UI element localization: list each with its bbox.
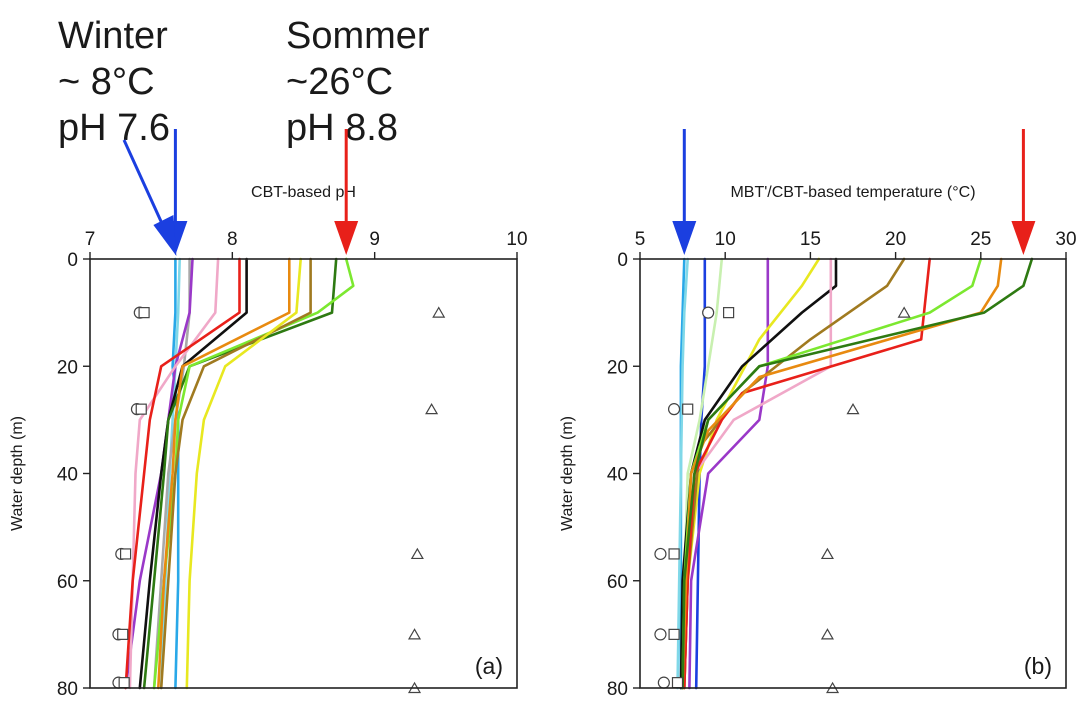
panel-b-series-line xyxy=(681,257,724,690)
winter-annotation-arrow-head xyxy=(153,215,177,256)
panel-a-y-tick-label: 60 xyxy=(57,572,78,593)
summer-season-label: Sommer xyxy=(286,15,430,57)
panel-a-x-tick-label: 7 xyxy=(85,229,96,250)
panel-b-square-marker xyxy=(682,403,694,415)
panel-b-circle-marker xyxy=(654,547,667,561)
panel-a-x-tick-label: 8 xyxy=(227,229,238,250)
winter-annotation-arrow xyxy=(122,139,167,232)
panel-a-series-line xyxy=(159,257,312,690)
panel-b-arrow-head xyxy=(672,221,697,255)
panel-b-circle-marker xyxy=(702,306,715,319)
panel-a-square-marker xyxy=(138,307,150,319)
winter-temperature-label: ~ 8°C xyxy=(58,61,155,103)
panel-a-y-tick-label: 80 xyxy=(57,679,78,700)
panel-b-y-tick-label: 60 xyxy=(607,572,628,593)
panel-b-series-line xyxy=(683,257,833,690)
panel-a-triangle-marker xyxy=(432,306,446,318)
panel-b-y-axis-label: Water depth (m) xyxy=(559,416,576,531)
panel-b-x-tick-label: 5 xyxy=(635,229,646,250)
panel-a-series-line xyxy=(152,257,355,690)
panel-a-x-tick-label: 10 xyxy=(506,229,527,250)
panel-a-x-tick-label: 9 xyxy=(369,229,380,250)
panel-a-y-axis-label: Water depth (m) xyxy=(9,416,26,531)
panel-b-triangle-marker xyxy=(820,547,834,560)
panel-b-x-tick-label: 25 xyxy=(970,229,991,250)
panel-a-series-line xyxy=(124,257,241,690)
panel-b-series-line xyxy=(683,257,906,690)
panel-a-arrow-head xyxy=(334,221,359,255)
panel-a-series-line xyxy=(157,257,291,690)
winter-annotation: Winter ~ 8°C pH 7.6 xyxy=(58,13,170,151)
panel-a-series-line xyxy=(142,257,338,690)
panel-b-x-tick-label: 15 xyxy=(800,229,821,250)
panel-a-series-line xyxy=(159,257,181,690)
panel-a-y-tick-label: 40 xyxy=(57,465,78,486)
panel-b-x-axis-label: MBT'/CBT-based temperature (°C) xyxy=(730,184,975,201)
panel-b-triangle-marker xyxy=(897,306,911,318)
panel-b: 5 10 15 20 25 30 0 20 40 60 80 MBT'/CBT-based tempe… xyxy=(559,129,1077,700)
panel-b-circle-marker xyxy=(654,628,667,641)
panel-b-circle-marker xyxy=(667,403,681,416)
panel-b-square-marker xyxy=(668,628,680,640)
panel-a-panel-label: (a) xyxy=(475,653,503,679)
panel-a-triangle-marker xyxy=(410,547,424,560)
panel-a-series-line xyxy=(138,257,248,690)
panel-b-triangle-marker xyxy=(846,402,860,415)
panel-a: 7 8 9 10 0 20 40 60 80 CBT-based pH Water depth (m… xyxy=(9,129,528,700)
winter-season-label: Winter xyxy=(58,15,168,57)
winter-ph-label: pH 7.6 xyxy=(58,107,170,149)
panel-b-x-tick-label: 10 xyxy=(715,229,736,250)
panel-b-series-line xyxy=(683,257,931,690)
panel-b-series-line xyxy=(688,257,770,690)
panel-b-y-tick-label: 80 xyxy=(607,679,628,700)
panel-b-square-marker xyxy=(723,307,735,319)
panel-a-y-tick-label: 0 xyxy=(67,250,78,271)
summer-temperature-label: ~26°C xyxy=(286,61,394,103)
panel-a-square-marker xyxy=(117,628,129,640)
annotation-arrows xyxy=(122,139,177,256)
panel-b-x-tick-label: 20 xyxy=(885,229,906,250)
panel-b-y-tick-label: 40 xyxy=(607,465,628,486)
panel-a-x-axis-label: CBT-based pH xyxy=(251,184,356,201)
panel-b-panel-label: (b) xyxy=(1024,653,1052,679)
panel-b-square-marker xyxy=(668,548,680,560)
panel-b-circle-marker xyxy=(657,676,670,689)
panel-a-triangle-marker xyxy=(425,402,439,415)
panel-a-square-marker xyxy=(135,403,147,415)
panel-a-square-marker xyxy=(119,548,132,560)
panel-b-series-line xyxy=(681,257,1003,690)
panel-a-square-marker xyxy=(118,677,130,689)
panel-b-y-tick-label: 0 xyxy=(617,250,628,271)
summer-ph-label: pH 8.8 xyxy=(286,107,398,149)
panel-b-arrow-head xyxy=(1011,221,1036,255)
panel-b-series-line xyxy=(676,257,689,690)
panel-b-square-marker xyxy=(671,677,684,689)
panel-b-x-tick-label: 30 xyxy=(1055,229,1076,250)
panel-a-triangle-marker xyxy=(407,628,422,640)
panel-a-y-tick-label: 20 xyxy=(57,357,78,378)
panel-b-triangle-marker xyxy=(820,628,834,640)
summer-annotation: Sommer ~26°C pH 8.8 xyxy=(286,13,430,151)
panel-b-y-tick-label: 20 xyxy=(607,357,628,378)
panel-b-series-line xyxy=(681,257,1034,690)
panel-a-series-line xyxy=(185,257,302,690)
